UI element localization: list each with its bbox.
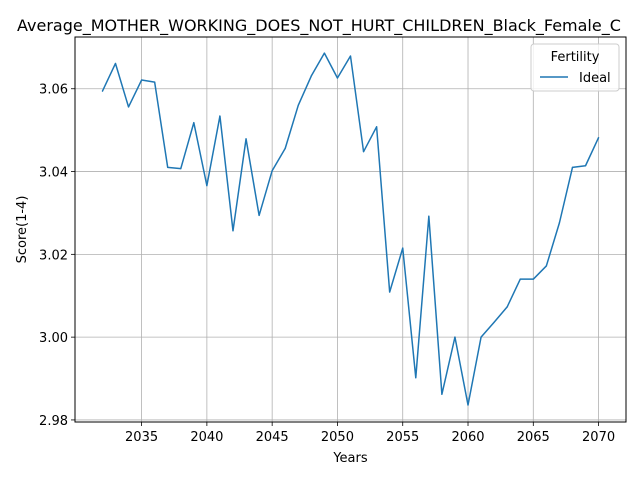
x-tick-label: 2050	[321, 430, 354, 445]
plot-frame	[74, 36, 627, 423]
data-point	[454, 336, 456, 338]
data-point	[349, 55, 352, 57]
data-point	[206, 185, 208, 187]
y-tick-label: 3.04	[39, 166, 68, 181]
y-tick-label: 3.00	[39, 331, 68, 346]
data-point	[219, 115, 221, 117]
data-point	[336, 77, 339, 79]
data-point	[571, 166, 574, 168]
data-point	[154, 81, 156, 83]
y-tick-label: 3.06	[39, 83, 68, 98]
data-point	[258, 214, 260, 217]
data-point	[193, 122, 195, 124]
x-tick-label: 2045	[256, 430, 289, 445]
data-point	[532, 278, 534, 280]
data-point	[101, 90, 104, 92]
data-point	[245, 138, 247, 140]
x-tick-label: 2040	[190, 430, 223, 445]
x-axis: 2035 2040 2045 2050 2055 2060 2065 2070	[125, 422, 615, 445]
x-axis-label: Years	[332, 451, 368, 466]
grid	[75, 37, 626, 422]
data-point	[323, 52, 325, 54]
legend-entry-ideal: Ideal	[579, 71, 611, 86]
data-point	[519, 278, 521, 280]
data-point	[558, 222, 561, 224]
chart-title: Average_MOTHER_WORKING_DOES_NOT_HURT_CHI…	[17, 16, 621, 36]
data-point	[545, 265, 547, 267]
data-point	[506, 306, 508, 308]
legend-box	[530, 43, 620, 92]
x-tick-label: 2055	[386, 430, 419, 445]
x-tick-label: 2065	[517, 430, 550, 445]
data-point	[127, 106, 130, 108]
data-point	[297, 104, 299, 106]
y-tick-label: 2.98	[39, 414, 68, 429]
x-tick-label: 2060	[451, 430, 484, 445]
data-point	[441, 393, 443, 395]
legend-title: Fertility	[551, 50, 600, 65]
data-point	[376, 126, 378, 128]
y-tick-label: 3.02	[39, 248, 68, 263]
data-point	[167, 166, 169, 168]
data-point	[271, 170, 273, 172]
data-point	[467, 404, 469, 406]
y-axis-label: Score(1-4)	[15, 196, 30, 264]
data-point	[114, 62, 117, 65]
x-tick-label: 2070	[582, 430, 615, 445]
data-point	[310, 75, 312, 77]
data-point	[597, 137, 600, 139]
data-point	[180, 168, 182, 170]
x-tick-label: 2035	[125, 430, 158, 445]
data-point	[389, 291, 391, 293]
data-point	[140, 79, 143, 81]
data-point	[415, 377, 417, 379]
series-layer	[101, 52, 600, 406]
data-point	[493, 321, 495, 323]
data-point	[584, 165, 587, 167]
data-point	[480, 336, 482, 338]
data-point	[362, 151, 365, 153]
series-line-ideal	[101, 52, 600, 406]
data-point	[284, 147, 286, 149]
y-axis: 2.98 3.00 3.02 3.04 3.06	[39, 83, 75, 429]
data-point	[428, 215, 430, 217]
legend: Fertility Ideal	[530, 43, 620, 92]
data-point	[232, 230, 234, 232]
data-point	[402, 247, 404, 249]
